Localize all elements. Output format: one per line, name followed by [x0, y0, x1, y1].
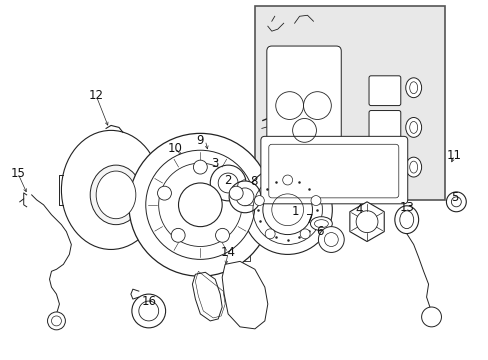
Circle shape	[47, 312, 65, 330]
FancyBboxPatch shape	[368, 76, 400, 105]
Circle shape	[421, 307, 441, 327]
Bar	[254, 6, 445, 200]
Circle shape	[300, 229, 309, 239]
Circle shape	[145, 150, 254, 260]
Text: 9: 9	[196, 134, 203, 147]
Circle shape	[264, 229, 275, 239]
Ellipse shape	[90, 165, 142, 225]
Ellipse shape	[405, 117, 421, 137]
Text: 16: 16	[141, 294, 156, 307]
Circle shape	[243, 165, 332, 255]
Text: 6: 6	[315, 225, 323, 238]
Circle shape	[263, 185, 312, 235]
Text: 8: 8	[250, 175, 257, 189]
Ellipse shape	[61, 130, 161, 249]
Circle shape	[254, 195, 264, 206]
Circle shape	[229, 186, 243, 200]
Text: 2: 2	[224, 175, 231, 188]
Ellipse shape	[405, 78, 421, 98]
Text: 11: 11	[446, 149, 461, 162]
Circle shape	[157, 186, 171, 200]
Text: 14: 14	[220, 246, 235, 259]
Circle shape	[210, 165, 245, 201]
Ellipse shape	[310, 217, 332, 231]
Circle shape	[178, 183, 222, 227]
Text: 4: 4	[355, 203, 362, 216]
Circle shape	[446, 192, 466, 212]
Circle shape	[193, 160, 207, 174]
Circle shape	[310, 195, 320, 206]
Text: 10: 10	[168, 142, 183, 155]
Text: 12: 12	[88, 89, 103, 102]
Polygon shape	[222, 261, 267, 329]
FancyBboxPatch shape	[368, 145, 400, 175]
FancyBboxPatch shape	[266, 46, 341, 155]
Text: 3: 3	[211, 157, 219, 170]
Circle shape	[215, 228, 229, 242]
Circle shape	[282, 175, 292, 185]
Circle shape	[229, 181, 260, 213]
Circle shape	[171, 228, 185, 242]
Text: 7: 7	[305, 213, 313, 226]
Text: 5: 5	[450, 192, 457, 204]
Text: 15: 15	[10, 167, 25, 180]
FancyBboxPatch shape	[260, 136, 407, 204]
Text: 13: 13	[399, 201, 413, 214]
Circle shape	[129, 133, 271, 276]
Circle shape	[318, 227, 344, 252]
Circle shape	[132, 294, 165, 328]
FancyBboxPatch shape	[368, 111, 400, 140]
Ellipse shape	[405, 157, 421, 177]
Ellipse shape	[394, 206, 418, 234]
Polygon shape	[192, 272, 222, 321]
Polygon shape	[349, 202, 384, 242]
Text: 1: 1	[291, 205, 299, 218]
Ellipse shape	[96, 171, 136, 219]
